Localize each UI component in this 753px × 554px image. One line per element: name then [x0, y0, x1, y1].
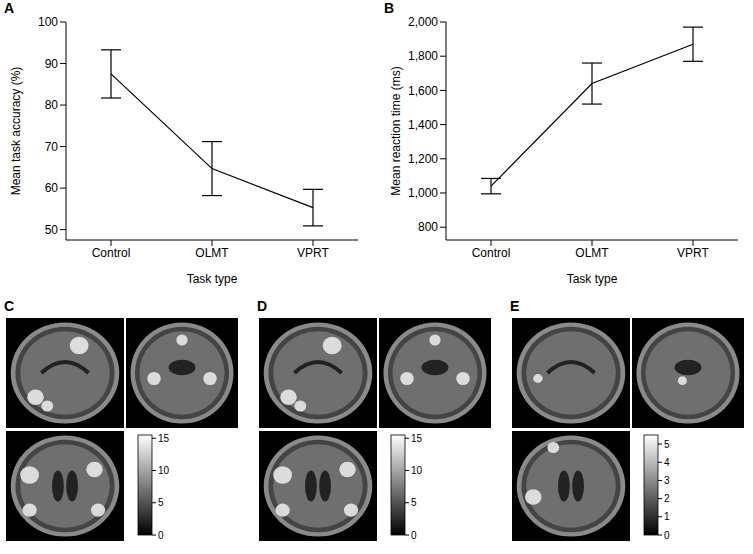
svg-text:10: 10 [158, 465, 170, 476]
svg-text:1,200: 1,200 [408, 152, 438, 166]
svg-text:5: 5 [158, 497, 164, 508]
html-text:A: A [4, 0, 15, 16]
svg-text:60: 60 [45, 181, 59, 195]
svg-text:90: 90 [45, 57, 59, 71]
svg-text:800: 800 [418, 220, 438, 234]
svg-text:Mean reaction time (ms): Mean reaction time (ms) [389, 66, 403, 195]
html-text:C: C [4, 298, 15, 314]
svg-text:0: 0 [411, 530, 417, 541]
svg-text:1,400: 1,400 [408, 118, 438, 132]
svg-text:70: 70 [45, 140, 59, 154]
svg-text:VPRT: VPRT [677, 246, 709, 260]
svg-text:1,800: 1,800 [408, 49, 438, 63]
svg-text:80: 80 [45, 98, 59, 112]
html-text:D: D [257, 298, 268, 314]
svg-text:1: 1 [664, 511, 670, 522]
svg-text:2: 2 [664, 493, 670, 504]
svg-text:Mean task accuracy (%): Mean task accuracy (%) [9, 67, 23, 196]
svg-text:Task type: Task type [567, 272, 618, 286]
svg-text:3: 3 [664, 475, 670, 486]
svg-text:100: 100 [38, 15, 58, 29]
svg-text:15: 15 [411, 433, 423, 444]
svg-text:OLMT: OLMT [575, 246, 609, 260]
html-text:E: E [510, 298, 520, 314]
svg-text:5: 5 [664, 439, 670, 450]
svg-text:5: 5 [411, 497, 417, 508]
svg-text:0: 0 [664, 530, 670, 541]
svg-text:50: 50 [45, 223, 59, 237]
svg-text:10: 10 [411, 465, 423, 476]
svg-text:Task type: Task type [187, 272, 238, 286]
svg-text:Control: Control [92, 246, 131, 260]
svg-text:VPRT: VPRT [297, 246, 329, 260]
svg-text:2,000: 2,000 [408, 15, 438, 29]
svg-text:1,600: 1,600 [408, 84, 438, 98]
svg-text:1,000: 1,000 [408, 186, 438, 200]
svg-text:4: 4 [664, 457, 670, 468]
svg-text:OLMT: OLMT [195, 246, 229, 260]
svg-text:Control: Control [472, 246, 511, 260]
html-text:B: B [384, 0, 395, 16]
svg-text:0: 0 [158, 530, 164, 541]
svg-text:15: 15 [158, 433, 170, 444]
